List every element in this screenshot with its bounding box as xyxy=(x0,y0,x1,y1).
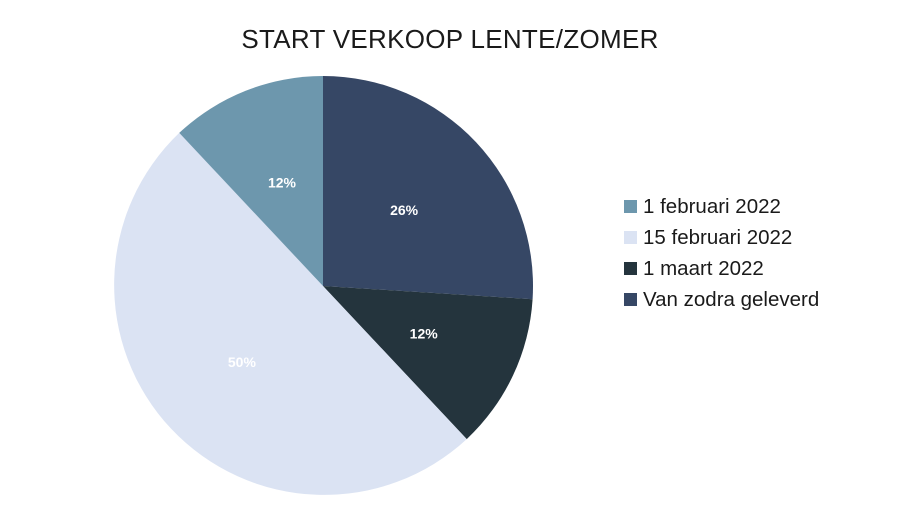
legend-swatch xyxy=(624,200,637,213)
legend-label: 15 februari 2022 xyxy=(643,225,793,249)
legend-swatch xyxy=(624,293,637,306)
pie-slice xyxy=(179,76,323,286)
legend-swatch xyxy=(624,262,637,275)
legend-item: Van zodra geleverd xyxy=(624,284,819,315)
slice-data-label: 26% xyxy=(390,202,419,218)
slice-data-label: 12% xyxy=(268,175,297,191)
legend-item: 1 februari 2022 xyxy=(624,191,819,222)
chart-legend: 1 februari 2022 15 februari 2022 1 maart 2… xyxy=(624,191,819,315)
legend-label: Van zodra geleverd xyxy=(643,287,820,311)
slice-data-label: 12% xyxy=(410,325,439,341)
legend-label: 1 maart 2022 xyxy=(643,256,764,280)
legend-swatch xyxy=(624,231,637,244)
legend-item: 1 maart 2022 xyxy=(624,253,819,284)
slice-data-label: 50% xyxy=(228,354,257,370)
legend-label: 1 februari 2022 xyxy=(643,194,781,218)
pie-slice xyxy=(323,76,534,300)
pie-slice xyxy=(323,286,533,440)
legend-item: 15 februari 2022 xyxy=(624,222,819,253)
chart-title: START VERKOOP LENTE/ZOMER xyxy=(241,24,659,54)
pie-slice xyxy=(114,132,467,495)
